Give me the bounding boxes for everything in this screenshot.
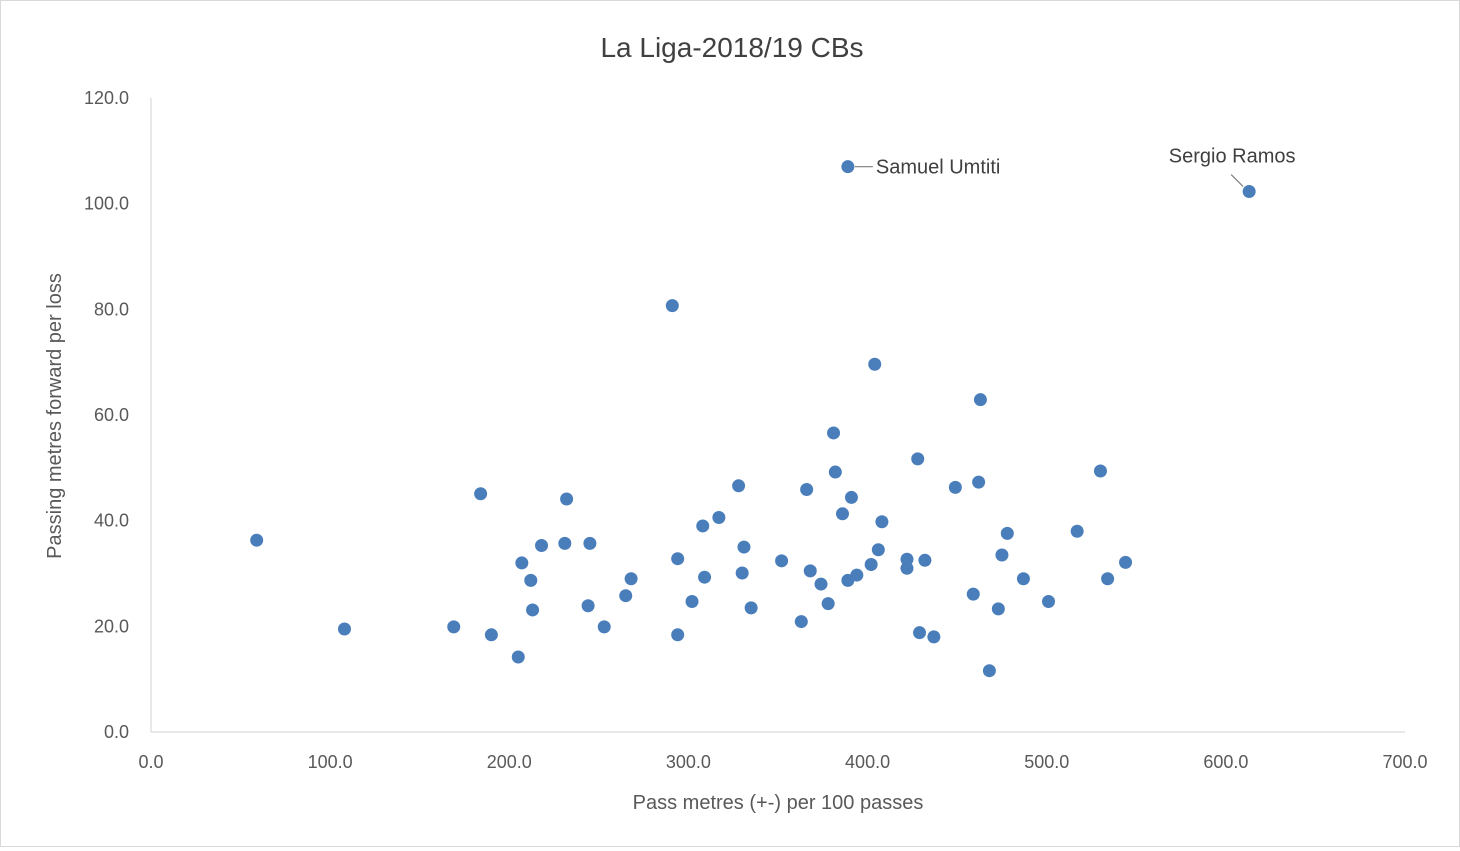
x-tick-label: 200.0 <box>487 752 532 772</box>
data-point <box>871 543 885 557</box>
data-point <box>624 572 638 586</box>
data-point <box>535 538 549 552</box>
data-point <box>737 540 751 554</box>
data-point <box>732 479 746 493</box>
data-point <box>511 650 525 664</box>
data-point <box>474 487 488 501</box>
data-point <box>1093 464 1107 478</box>
data-point <box>712 510 726 524</box>
data-point <box>828 465 842 479</box>
data-point <box>560 492 574 506</box>
data-point <box>800 482 814 496</box>
data-point <box>447 620 461 634</box>
annotation-umtiti: Samuel Umtiti <box>876 157 1000 179</box>
chart-title: La Liga-2018/19 CBs <box>600 32 863 63</box>
x-tick-label: 300.0 <box>666 752 711 772</box>
x-tick-label: 100.0 <box>308 752 353 772</box>
data-point <box>250 533 264 547</box>
x-tick-label: 600.0 <box>1203 752 1248 772</box>
data-point <box>744 601 758 615</box>
data-point <box>827 426 841 440</box>
data-point <box>821 597 835 611</box>
data-point <box>1242 185 1256 199</box>
data-point <box>515 556 529 570</box>
y-tick-label: 120.0 <box>84 88 129 108</box>
data-point <box>814 577 828 591</box>
data-point <box>875 515 889 529</box>
y-tick-label: 60.0 <box>94 405 129 425</box>
data-point <box>484 628 498 642</box>
data-point <box>671 552 685 566</box>
data-point <box>671 628 685 642</box>
data-point <box>991 602 1005 616</box>
data-point <box>918 553 932 567</box>
data-point <box>948 480 962 494</box>
annotation-ramos: Sergio Ramos <box>1169 146 1296 168</box>
axes <box>150 98 1405 733</box>
data-points <box>250 160 1256 678</box>
y-tick-labels: 0.0 20.0 40.0 60.0 80.0 100.0 120.0 <box>84 88 129 742</box>
data-point <box>735 566 749 580</box>
data-point <box>581 599 595 613</box>
data-point <box>844 490 858 504</box>
x-tick-label: 400.0 <box>845 752 890 772</box>
x-axis-title: Pass metres (+-) per 100 passes <box>633 792 924 814</box>
data-point <box>526 603 540 617</box>
data-point <box>1016 572 1030 586</box>
data-point <box>597 620 611 634</box>
data-point <box>864 558 878 572</box>
x-tick-label: 700.0 <box>1382 752 1427 772</box>
annotation-leader-ramos <box>1230 174 1244 187</box>
data-point <box>583 536 597 550</box>
data-point <box>1101 572 1115 586</box>
data-point <box>619 589 633 603</box>
data-point <box>524 573 538 587</box>
x-tick-label: 0.0 <box>138 752 163 772</box>
annotations: Samuel Umtiti Sergio Ramos <box>854 146 1296 187</box>
data-point <box>972 475 986 489</box>
data-point <box>900 552 914 566</box>
data-point <box>803 564 817 578</box>
data-point <box>696 519 710 533</box>
data-point <box>665 299 679 313</box>
data-point <box>868 357 882 371</box>
y-tick-label: 40.0 <box>94 511 129 531</box>
data-point <box>337 622 351 636</box>
y-tick-label: 80.0 <box>94 299 129 319</box>
y-tick-label: 20.0 <box>94 616 129 636</box>
data-point <box>794 615 808 629</box>
data-point <box>558 536 572 550</box>
data-point <box>982 664 996 678</box>
y-tick-label: 0.0 <box>104 722 129 742</box>
y-axis-title: Passing metres forward per loss <box>44 273 66 559</box>
data-point <box>1042 595 1056 609</box>
y-tick-label: 100.0 <box>84 194 129 214</box>
data-point <box>913 626 927 640</box>
data-point <box>900 561 914 575</box>
data-point <box>966 587 980 601</box>
data-point <box>927 630 941 644</box>
data-point <box>850 568 864 582</box>
data-point <box>1119 555 1133 569</box>
data-point <box>973 393 987 407</box>
data-point <box>835 507 849 521</box>
data-point <box>911 452 925 466</box>
x-tick-label: 500.0 <box>1024 752 1069 772</box>
data-point <box>995 548 1009 562</box>
data-point <box>1000 526 1014 540</box>
data-point <box>685 595 699 609</box>
data-point <box>775 554 789 568</box>
data-point <box>1070 524 1084 538</box>
x-tick-labels: 0.0 100.0 200.0 300.0 400.0 500.0 600.0 700.0 <box>138 752 1427 772</box>
data-point <box>841 160 855 174</box>
data-point <box>698 570 712 584</box>
